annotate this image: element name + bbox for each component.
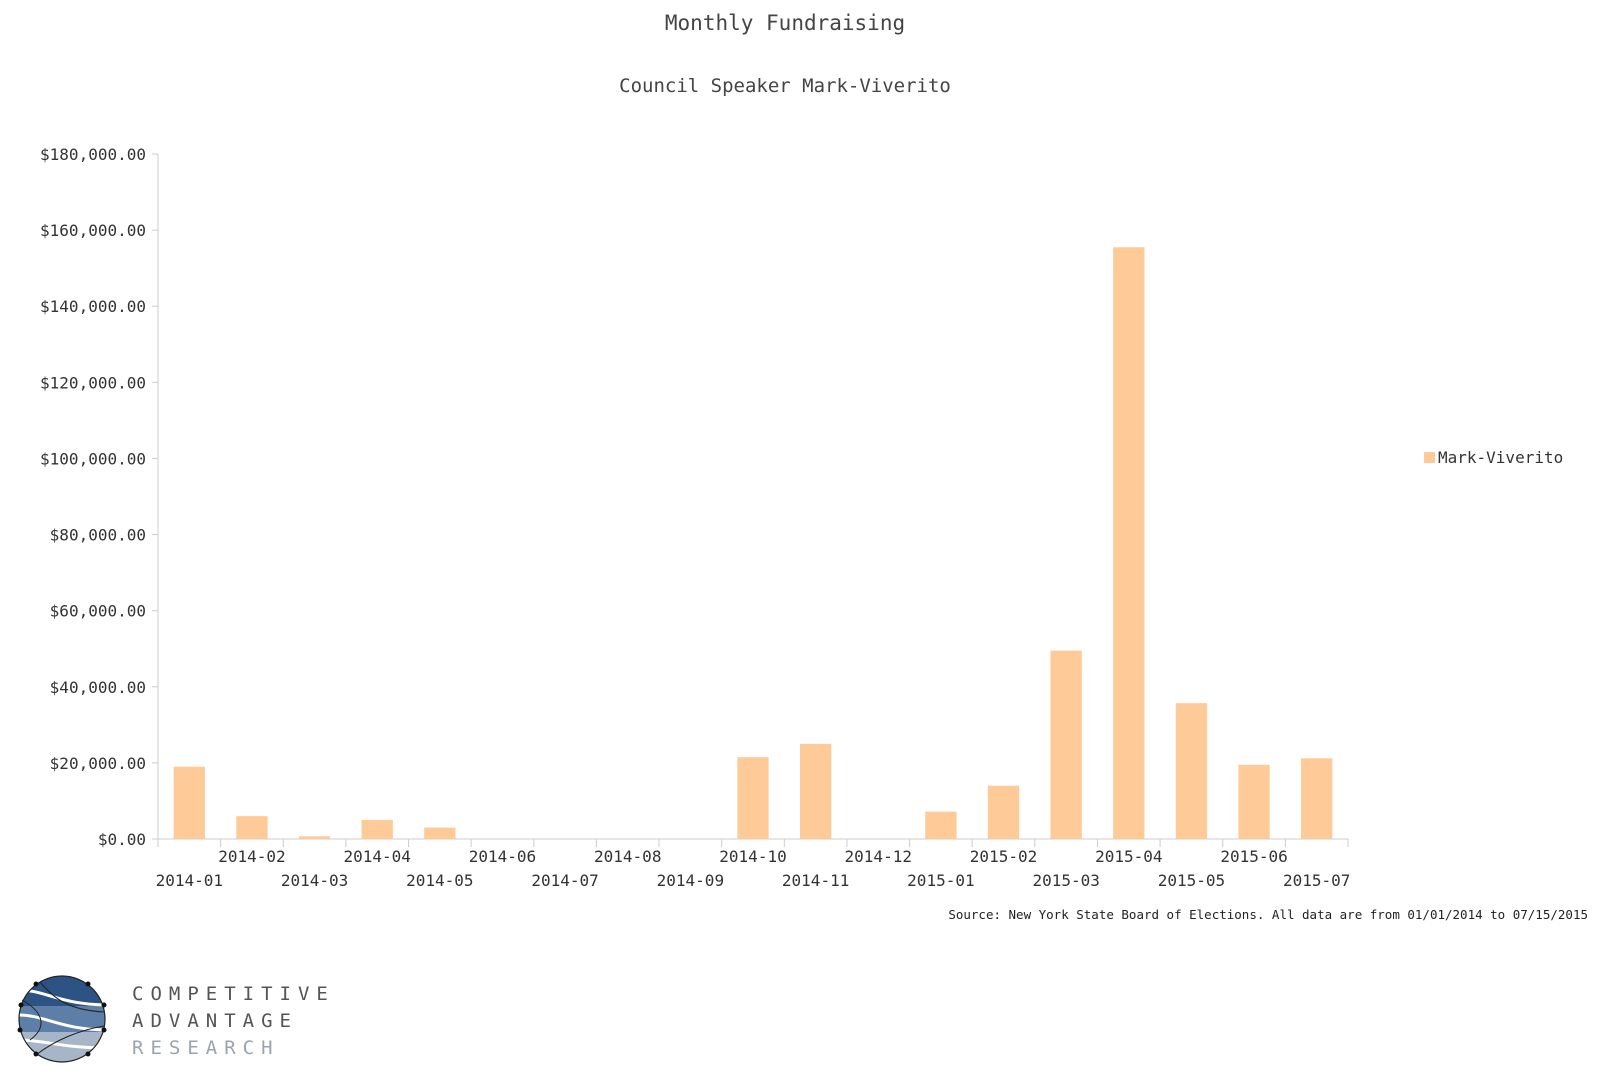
bar	[361, 819, 393, 839]
x-tick-label: 2014-03	[281, 871, 348, 890]
bar	[1050, 650, 1082, 839]
bar	[236, 816, 268, 839]
bar	[1238, 764, 1270, 839]
legend-swatch	[1424, 452, 1435, 463]
bar	[1113, 247, 1145, 840]
bar	[1301, 758, 1333, 839]
y-tick-label: $40,000.00	[50, 678, 146, 697]
x-tick-label: 2014-09	[657, 871, 724, 890]
bar	[925, 811, 957, 839]
legend: Mark-Viverito	[1424, 448, 1563, 467]
y-tick-label: $160,000.00	[40, 221, 146, 240]
y-tick-label: $80,000.00	[50, 526, 146, 545]
chart-title: Monthly Fundraising	[665, 11, 905, 35]
y-tick-label: $0.00	[98, 830, 146, 849]
bar-series	[173, 247, 1333, 840]
x-tick-label: 2015-03	[1032, 871, 1099, 890]
y-tick-label: $120,000.00	[40, 373, 146, 392]
x-tick-label: 2014-02	[218, 847, 285, 866]
y-tick-label: $140,000.00	[40, 297, 146, 316]
x-axis: 2014-01 2014-02 2014-03 2014-04 2014-05 2014-…	[156, 838, 1350, 890]
x-tick-label: 2014-11	[782, 871, 849, 890]
bar	[799, 743, 832, 839]
x-tick-label: 2015-07	[1283, 871, 1350, 890]
x-tick-label: 2014-05	[406, 871, 473, 890]
x-tick-label: 2015-06	[1220, 847, 1287, 866]
x-tick-label: 2014-08	[594, 847, 661, 866]
x-tick-label: 2014-04	[343, 847, 410, 866]
y-tick-label: $180,000.00	[40, 145, 146, 164]
x-tick-label: 2015-01	[907, 871, 974, 890]
logo: COMPETITIVE ADVANTAGE RESEARCH	[17, 975, 335, 1063]
bar	[1175, 703, 1208, 839]
x-tick-label: 2015-04	[1095, 847, 1162, 866]
bar	[298, 836, 331, 839]
bar	[173, 766, 205, 839]
y-axis: $0.00 $20,000.00 $40,000.00 $60,000.00 $80,0…	[40, 145, 159, 849]
legend-label: Mark-Viverito	[1438, 448, 1563, 467]
logo-line-3: RESEARCH	[132, 1037, 280, 1059]
logo-mark-icon	[17, 975, 107, 1063]
x-tick-label: 2014-12	[845, 847, 912, 866]
bar	[987, 785, 1020, 839]
logo-line-2: ADVANTAGE	[132, 1010, 298, 1032]
chart-subtitle: Council Speaker Mark-Viverito	[619, 75, 951, 97]
y-tick-label: $100,000.00	[40, 449, 146, 468]
x-tick-label: 2014-10	[719, 847, 786, 866]
bar	[424, 827, 456, 839]
source-note: Source: New York State Board of Election…	[948, 907, 1588, 922]
logo-line-1: COMPETITIVE	[132, 983, 335, 1005]
x-tick-label: 2014-01	[156, 871, 223, 890]
bar	[737, 757, 769, 839]
x-tick-label: 2015-02	[970, 847, 1037, 866]
y-tick-label: $20,000.00	[50, 754, 146, 773]
x-tick-label: 2014-06	[469, 847, 536, 866]
x-tick-label: 2015-05	[1158, 871, 1225, 890]
x-tick-label: 2014-07	[531, 871, 598, 890]
y-tick-label: $60,000.00	[50, 602, 146, 621]
